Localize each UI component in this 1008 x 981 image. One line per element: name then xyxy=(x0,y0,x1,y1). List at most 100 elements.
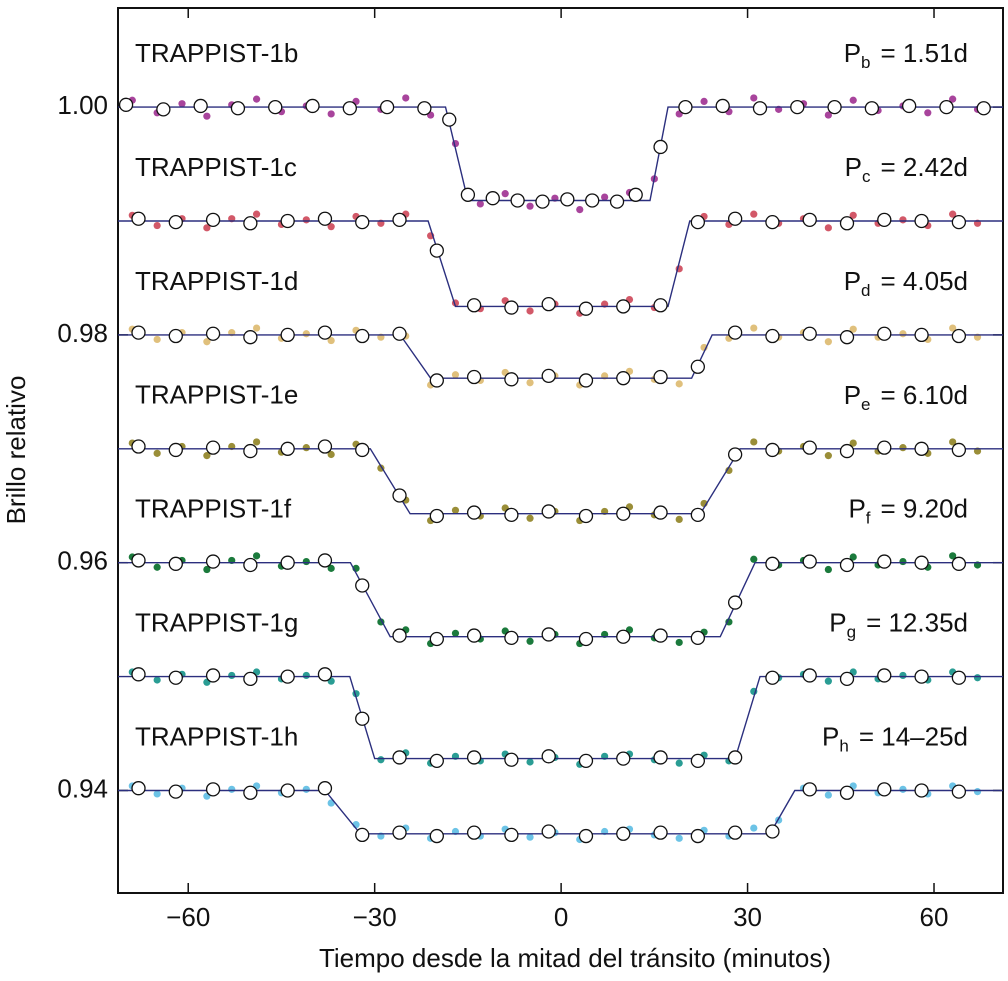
binned-point xyxy=(802,668,817,683)
data-point xyxy=(750,324,758,332)
binned-point xyxy=(802,782,817,797)
binned-point xyxy=(429,243,444,258)
binned-point xyxy=(305,98,320,114)
data-point xyxy=(849,439,857,447)
data-point xyxy=(750,555,758,563)
binned-point xyxy=(914,441,929,456)
data-point xyxy=(302,785,310,793)
binned-point xyxy=(205,440,221,455)
binned-point xyxy=(280,213,295,229)
data-point xyxy=(203,565,211,574)
binned-point xyxy=(466,298,482,313)
data-point xyxy=(899,444,907,452)
binned-point xyxy=(355,442,370,458)
binned-point xyxy=(243,671,258,687)
period-symbol: P xyxy=(844,266,861,296)
binned-point xyxy=(541,824,556,839)
binned-point xyxy=(118,97,134,112)
data-point xyxy=(252,210,261,218)
binned-point xyxy=(504,507,519,523)
binned-point xyxy=(504,630,519,646)
binned-point xyxy=(727,211,743,226)
binned-point xyxy=(690,214,705,230)
binned-point xyxy=(243,443,258,459)
binned-point xyxy=(839,671,855,687)
y-tick-label: 1.00 xyxy=(57,90,108,120)
binned-point xyxy=(280,783,295,798)
period-symbol: P xyxy=(844,380,861,410)
period-subscript: e xyxy=(861,395,870,414)
binned-point xyxy=(466,750,482,765)
data-point xyxy=(824,791,832,799)
binned-point xyxy=(690,359,705,374)
data-point xyxy=(849,96,857,104)
period-value: = 12.35d xyxy=(866,607,968,637)
period-subscript: h xyxy=(839,737,848,756)
data-point xyxy=(750,438,758,446)
binned-point xyxy=(951,556,967,571)
binned-point xyxy=(466,825,482,840)
data-point xyxy=(576,206,584,214)
binned-point xyxy=(243,330,258,345)
data-point xyxy=(824,111,832,119)
binned-point xyxy=(653,750,668,765)
binned-point xyxy=(951,784,967,799)
binned-point xyxy=(877,212,892,228)
binned-point xyxy=(280,555,295,570)
data-point xyxy=(203,224,211,232)
model-line xyxy=(118,334,1003,379)
binned-point xyxy=(914,555,929,570)
data-point xyxy=(675,834,683,842)
binned-point xyxy=(466,505,482,520)
binned-point xyxy=(939,99,954,115)
binned-point xyxy=(131,667,146,682)
period-value: = 4.05d xyxy=(881,266,968,296)
binned-point xyxy=(877,326,892,341)
data-point xyxy=(949,438,957,446)
binned-point xyxy=(317,325,333,340)
binned-point xyxy=(317,667,333,682)
binned-point xyxy=(827,99,842,115)
binned-point xyxy=(317,439,333,454)
data-point xyxy=(252,438,261,446)
data-point xyxy=(675,638,683,647)
binned-point xyxy=(914,213,929,229)
data-point xyxy=(402,94,410,102)
binned-point xyxy=(578,373,594,388)
data-point xyxy=(849,553,857,561)
data-point xyxy=(302,557,310,566)
binned-point xyxy=(243,785,258,800)
data-point xyxy=(899,785,907,793)
binned-point xyxy=(510,193,525,208)
data-point xyxy=(451,506,460,514)
data-point xyxy=(252,552,261,560)
data-point xyxy=(949,95,957,103)
planet-label: TRAPPIST-1e xyxy=(135,380,298,410)
binned-point xyxy=(765,670,780,685)
binned-point xyxy=(560,192,575,207)
binned-point xyxy=(392,212,407,228)
binned-point xyxy=(839,216,855,231)
binned-point xyxy=(951,442,967,458)
period-symbol: P xyxy=(848,494,865,524)
binned-point xyxy=(727,447,743,462)
data-point xyxy=(451,629,460,637)
binned-point xyxy=(715,98,730,114)
binned-point xyxy=(727,325,743,340)
data-point xyxy=(153,335,161,344)
binned-point xyxy=(541,504,556,519)
period-value: = 6.10d xyxy=(881,380,968,410)
binned-point xyxy=(168,784,183,799)
binned-point xyxy=(280,327,295,343)
period-label: Ph = 14–25d xyxy=(822,721,968,756)
binned-point xyxy=(609,194,625,209)
data-point xyxy=(526,202,534,210)
binned-point xyxy=(616,826,631,841)
binned-point xyxy=(877,668,892,683)
binned-point xyxy=(168,214,183,230)
data-point xyxy=(327,110,335,118)
binned-point xyxy=(429,508,444,524)
binned-point xyxy=(131,325,146,340)
binned-point xyxy=(951,328,967,344)
data-point xyxy=(675,515,683,524)
